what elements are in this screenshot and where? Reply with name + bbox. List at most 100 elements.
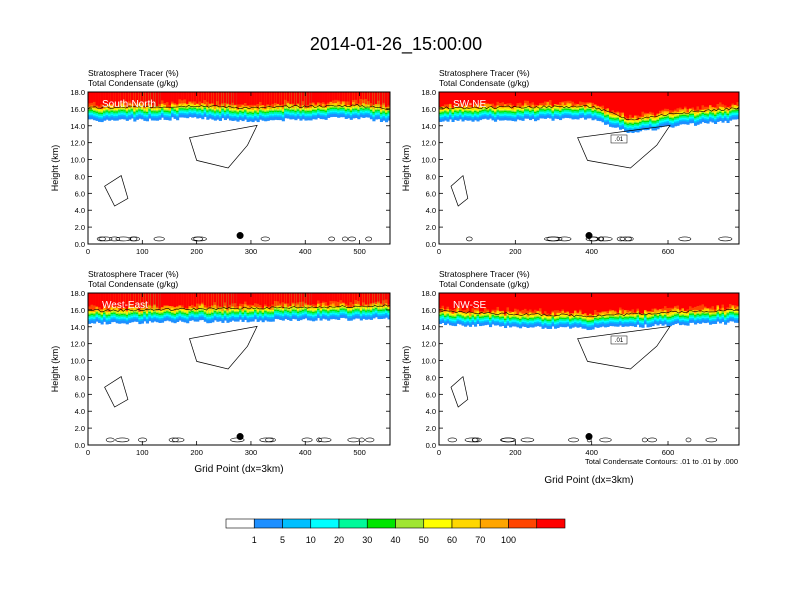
tracer-cell xyxy=(374,293,379,302)
tracer-cell xyxy=(496,293,500,307)
cross-section-point-marker xyxy=(236,232,244,240)
tracer-cell xyxy=(349,293,353,303)
tracer-cell xyxy=(171,92,175,102)
tracer-cell xyxy=(233,92,238,105)
tracer-cell xyxy=(322,293,326,302)
tracer-cell xyxy=(606,293,610,311)
tracer-cell xyxy=(661,92,665,110)
tracer-cell xyxy=(734,92,738,105)
tracer-cell xyxy=(569,293,573,314)
tracer-cell xyxy=(354,92,358,100)
tracer-cell xyxy=(484,92,488,103)
tracer-cell xyxy=(244,92,248,104)
tracer-cell xyxy=(476,92,480,104)
tracer-cell xyxy=(163,293,167,306)
tracer-cell xyxy=(454,293,458,309)
tracer-cell xyxy=(352,92,356,101)
tracer-cell xyxy=(329,92,333,102)
tracer-cell xyxy=(231,92,235,103)
tracer-cell xyxy=(332,293,336,302)
tracer-cell xyxy=(311,92,316,103)
tracer-cell xyxy=(491,293,495,310)
tracer-cell xyxy=(183,293,187,308)
plot-area xyxy=(439,92,739,244)
tracer-cell xyxy=(226,293,230,308)
tracer-cell xyxy=(135,293,139,306)
tracer-cell xyxy=(501,92,505,103)
y-axis-label: Height (km) xyxy=(50,145,60,192)
tracer-cell xyxy=(506,92,510,104)
tracer-cell xyxy=(666,92,670,109)
tracer-cell xyxy=(98,293,102,308)
tracer-cell xyxy=(671,92,675,111)
tracer-cell xyxy=(178,293,182,306)
tracer-cell xyxy=(546,293,550,314)
y-tick-label: 10.0 xyxy=(70,156,85,165)
tracer-cell xyxy=(609,293,613,310)
tracer-cell xyxy=(564,92,568,102)
tracer-cell xyxy=(499,92,503,104)
tracer-cell xyxy=(644,92,648,113)
tracer-cell xyxy=(266,293,270,307)
tracer-cell xyxy=(178,92,182,100)
x-axis-label: Grid Point (dx=3km) xyxy=(194,464,283,475)
tracer-cell xyxy=(198,293,202,304)
tracer-cell xyxy=(709,92,713,106)
tracer-cell xyxy=(654,92,658,116)
tracer-cell xyxy=(539,293,543,309)
tracer-cell xyxy=(691,92,695,108)
low-cloud-contour xyxy=(365,236,373,242)
tracer-cell xyxy=(344,293,348,304)
tracer-cell xyxy=(699,92,703,110)
y-tick-label: 18.0 xyxy=(70,289,85,298)
tracer-cell xyxy=(446,92,450,105)
tracer-cell xyxy=(337,293,341,302)
low-cloud-contour xyxy=(115,437,130,443)
tracer-cell xyxy=(98,92,102,107)
tracer-cell xyxy=(236,293,240,307)
low-cloud-contour xyxy=(129,236,140,242)
tracer-cell xyxy=(631,92,635,118)
tracer-cell xyxy=(444,92,448,105)
tracer-cell xyxy=(291,92,295,104)
low-cloud-contour xyxy=(105,437,115,443)
tracer-cell xyxy=(689,92,693,109)
tracer-cell xyxy=(481,92,485,103)
tracer-cell xyxy=(218,92,222,105)
plot-frame xyxy=(438,91,740,245)
tracer-cell xyxy=(711,92,715,108)
tracer-cell xyxy=(191,293,195,305)
tracer-cell xyxy=(574,293,578,311)
low-cloud-contour xyxy=(109,236,121,242)
tracer-cell xyxy=(337,92,341,101)
tracer-cell xyxy=(208,293,212,307)
tracer-cell xyxy=(249,293,253,305)
tracer-cell xyxy=(576,293,580,313)
tracer-cell xyxy=(334,293,338,302)
tracer-cell xyxy=(441,293,445,306)
tracer-cell xyxy=(173,92,177,103)
tracer-cell xyxy=(681,92,685,110)
tracer-cell xyxy=(464,92,468,106)
cross-section-point-marker xyxy=(236,433,244,441)
y-tick-label: 16.0 xyxy=(70,306,85,315)
tracer-cell xyxy=(239,293,243,304)
tracer-cell xyxy=(138,293,142,310)
low-cloud-contour xyxy=(193,236,207,242)
tracer-cell xyxy=(541,293,545,314)
tracer-cell xyxy=(221,293,225,307)
tracer-cell xyxy=(317,293,321,301)
tracer-cell xyxy=(231,293,235,304)
tracer-cell xyxy=(387,92,390,106)
tracer-cell xyxy=(332,92,336,101)
tracer-cell xyxy=(599,92,603,107)
y-tick-label: 2.0 xyxy=(426,223,436,232)
tracer-cell xyxy=(459,293,463,308)
tracer-cell xyxy=(163,92,167,104)
tracer-cell xyxy=(584,92,588,103)
tracer-cell xyxy=(113,92,117,103)
tracer-cell xyxy=(584,293,588,314)
tracer-cell xyxy=(93,293,97,306)
low-cloud-contour xyxy=(98,236,113,242)
